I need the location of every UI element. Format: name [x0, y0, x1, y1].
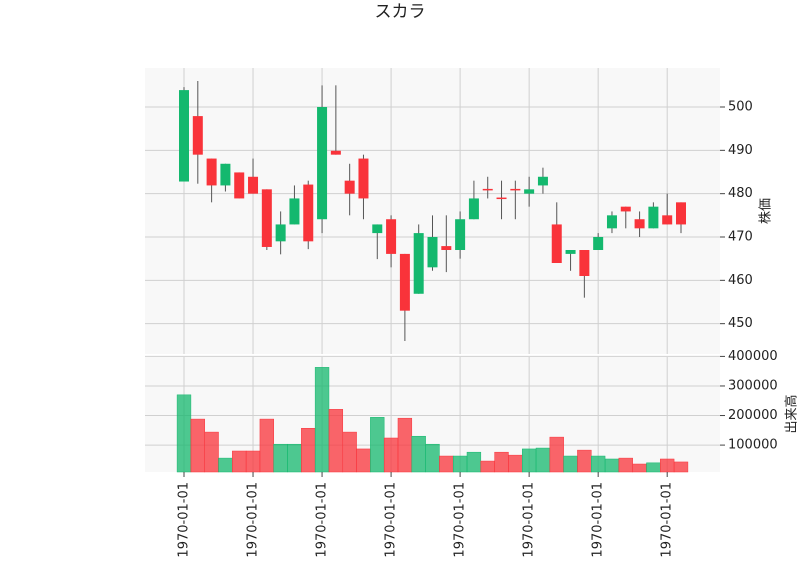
candle-body: [593, 237, 604, 250]
volume-bar: [287, 443, 302, 473]
candle-body: [386, 219, 397, 254]
volume-bar: [314, 367, 330, 473]
volume-bar: [480, 460, 495, 473]
candle-body: [358, 158, 369, 199]
volume-bar: [204, 431, 219, 473]
candle-body: [413, 233, 424, 294]
volume-bar: [301, 427, 316, 473]
candle-body: [317, 107, 328, 220]
candle-body: [372, 224, 383, 234]
candle-body: [537, 176, 548, 186]
candle-body: [455, 219, 466, 250]
volume-bar: [563, 455, 578, 473]
candle-body: [206, 158, 217, 186]
volume-bar: [535, 447, 551, 473]
x-tick-label: 1970-01-01: [315, 482, 330, 558]
volume-bar: [370, 417, 385, 473]
candle-body: [427, 237, 438, 268]
y-tick-label: 480: [728, 186, 753, 201]
volume-bar: [549, 436, 564, 473]
y-tick-label: 500: [728, 100, 753, 115]
volume-bar: [604, 458, 620, 473]
volume-bar: [618, 457, 633, 473]
volume-bar: [521, 448, 537, 473]
candle-body: [579, 250, 590, 276]
candle-body: [192, 116, 203, 155]
volume-bar: [577, 449, 592, 473]
volume-bar: [190, 418, 205, 473]
candle-body: [234, 172, 245, 199]
volume-bar: [273, 443, 288, 473]
candle-body: [551, 224, 562, 263]
volume-bar: [259, 418, 274, 473]
volume-tick-label: 300000: [728, 378, 778, 393]
candle-body: [179, 90, 189, 182]
volume-bar: [411, 435, 426, 473]
candle-body: [399, 253, 410, 311]
candle-body: [468, 198, 479, 220]
candle-body: [620, 206, 631, 212]
marks: [176, 81, 689, 473]
volume-bar: [646, 462, 661, 473]
candle-body: [482, 188, 493, 191]
x-tick-label: 1970-01-01: [660, 482, 675, 558]
x-tick-label: 1970-01-01: [246, 482, 261, 558]
volume-bar: [591, 455, 606, 473]
volume-bar: [508, 454, 523, 473]
x-tick-label: 1970-01-01: [591, 482, 606, 558]
volume-bar: [328, 409, 344, 473]
volume-bar: [218, 457, 233, 473]
candle-body: [565, 250, 576, 254]
volume-bar: [232, 450, 247, 473]
candle-body: [648, 206, 659, 229]
volume-bar: [439, 455, 454, 473]
candle-body: [606, 215, 617, 229]
volume-tick-label: 200000: [728, 408, 778, 423]
candle-body: [662, 215, 673, 225]
volume-bar: [245, 450, 261, 473]
y-tick-label: 450: [728, 316, 753, 331]
candle-body: [261, 189, 272, 247]
x-tick-label: 1970-01-01: [453, 482, 468, 558]
candle-body: [676, 202, 686, 225]
volume-bar: [466, 451, 482, 473]
volume-bar: [383, 437, 399, 473]
candle-body: [441, 246, 452, 250]
candle-body: [496, 197, 507, 200]
candle-body: [524, 189, 535, 194]
volume-bar: [176, 394, 192, 473]
x-tick-label: 1970-01-01: [384, 482, 399, 558]
candle-body: [634, 219, 645, 229]
candle-body: [330, 150, 341, 155]
volume-bar: [397, 417, 413, 473]
candle-body: [303, 184, 314, 242]
x-tick-label: 1970-01-01: [177, 482, 192, 558]
y-axis-label: 株価: [759, 198, 774, 224]
volume-bar: [356, 448, 371, 473]
candle-body: [220, 163, 231, 186]
chart-title: スカラ: [375, 2, 426, 22]
candle-body: [248, 176, 259, 194]
volume-bar: [660, 458, 675, 473]
candle-body: [344, 180, 355, 194]
y-tick-label: 470: [728, 230, 753, 245]
volume-bar: [342, 431, 357, 473]
volume-bar: [425, 443, 440, 473]
volume-bar: [632, 463, 647, 473]
price-panel: [145, 68, 720, 354]
volume-bar: [494, 451, 509, 473]
volume-bar: [452, 455, 468, 473]
x-tick-label: 1970-01-01: [522, 482, 537, 558]
volume-tick-label: 400000: [728, 349, 778, 364]
volume-axis-label: 出来高: [784, 394, 800, 433]
y-tick-label: 490: [728, 143, 753, 158]
candle-body: [289, 198, 300, 225]
volume-tick-label: 100000: [728, 438, 778, 453]
candle-body: [275, 224, 286, 242]
candle-body: [510, 188, 521, 191]
y-tick-label: 460: [728, 273, 753, 288]
volume-bar: [673, 461, 689, 473]
